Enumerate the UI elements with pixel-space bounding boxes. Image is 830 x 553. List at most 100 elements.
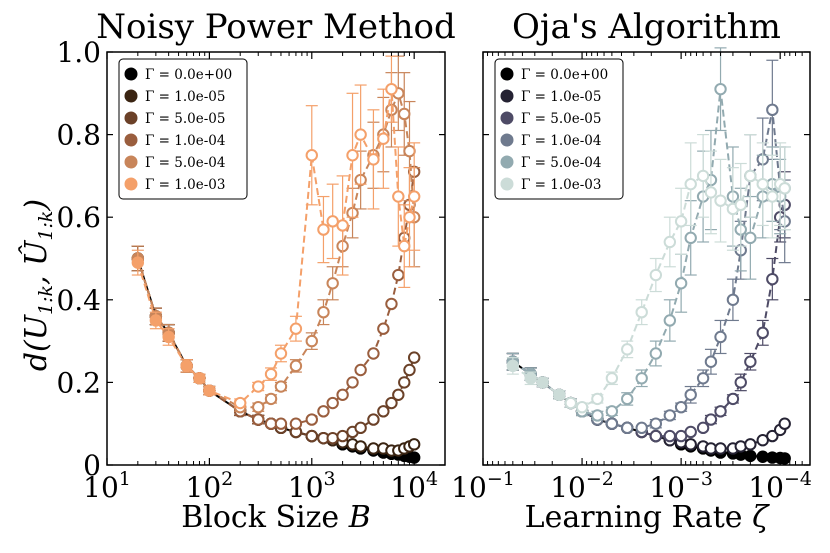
data-point: [305, 429, 318, 443]
data-point: [336, 388, 349, 401]
data-point: [305, 413, 318, 426]
legend-marker: [124, 155, 138, 169]
data-point: [162, 330, 175, 344]
legend-label: Γ = 5.0e-04: [521, 155, 601, 171]
data-point: [336, 219, 349, 232]
data-point: [649, 347, 663, 360]
data-point: [726, 293, 740, 306]
data-point: [403, 211, 416, 224]
data-point: [684, 177, 697, 191]
data-point: [203, 384, 216, 397]
data-point: [252, 400, 265, 414]
data-point: [704, 413, 718, 426]
legend-label: Γ = 0.0e+00: [521, 67, 608, 83]
legend-marker: [124, 177, 138, 191]
data-point: [744, 438, 757, 451]
data-point: [392, 268, 405, 282]
series-line: [512, 174, 786, 409]
data-point: [346, 376, 359, 389]
plot-frame: [106, 51, 446, 466]
chart-title: Oja's Algorithm: [512, 7, 781, 47]
data-point: [367, 153, 380, 166]
plot-frame: [482, 51, 811, 466]
data-point: [326, 396, 339, 410]
data-point: [536, 376, 549, 389]
y-tick-label: 0.4: [56, 284, 101, 317]
data-point: [714, 330, 727, 344]
data-point: [766, 272, 779, 286]
series-2: [506, 171, 791, 443]
y-tick-label: 0.2: [56, 366, 101, 399]
legend-marker: [124, 111, 138, 125]
y-tick-label: 0: [83, 449, 101, 482]
series-5: [506, 134, 791, 414]
data-point: [289, 417, 303, 430]
data-point: [367, 413, 380, 426]
x-tick-label: 103: [288, 468, 336, 504]
data-point: [149, 314, 163, 327]
legend-marker: [500, 111, 514, 125]
legend-label: Γ = 0.0e+00: [145, 67, 232, 83]
data-point: [663, 409, 677, 422]
data-point: [564, 396, 577, 410]
data-point: [392, 388, 405, 401]
data-point: [714, 442, 727, 455]
data-point: [726, 392, 740, 406]
y-tick-label: 0.6: [56, 201, 101, 234]
data-point: [766, 190, 779, 203]
data-point: [766, 103, 779, 117]
y-axis-label: d(U1:k, Û1:k): [18, 199, 57, 371]
data-point: [621, 392, 634, 406]
data-point: [252, 413, 265, 426]
data-point: [407, 351, 421, 364]
data-point: [714, 194, 727, 207]
x-tick-label: 10−3: [649, 468, 713, 504]
x-tick-label: 102: [186, 468, 234, 504]
data-point: [326, 215, 339, 228]
data-point: [264, 392, 278, 406]
legend-box: [118, 58, 248, 200]
data-point: [354, 363, 367, 377]
data-point: [252, 380, 265, 393]
data-point: [605, 405, 619, 418]
data-point: [591, 392, 604, 406]
data-point: [385, 82, 398, 96]
legend-label: Γ = 1.0e-05: [521, 89, 601, 105]
data-point: [367, 347, 380, 360]
data-point: [649, 268, 663, 282]
legend: Γ = 0.0e+00 Γ = 1.0e-05 Γ = 5.0e-05 Γ = 1.0…: [118, 58, 248, 200]
x-axis-label: Learning Rate ζ: [525, 500, 770, 535]
data-point: [734, 376, 747, 389]
data-point: [317, 405, 330, 418]
x-tick-label: 104: [390, 468, 438, 504]
data-point: [621, 343, 634, 356]
data-point: [180, 359, 193, 373]
legend-label: Γ = 5.0e-05: [521, 111, 601, 127]
x-tick-label: 10−1: [451, 468, 515, 504]
data-point: [264, 367, 278, 381]
series-line: [136, 89, 416, 405]
data-point: [744, 355, 757, 368]
legend-marker: [124, 133, 138, 147]
data-point: [734, 198, 747, 212]
data-point: [744, 231, 757, 245]
data-point: [193, 372, 206, 385]
legend-marker: [500, 133, 514, 147]
data-point: [663, 235, 677, 249]
data-point: [354, 128, 367, 141]
data-point: [704, 186, 718, 199]
data-point: [305, 334, 318, 348]
data-point: [354, 440, 367, 453]
x-tick-label: 10−4: [748, 468, 812, 504]
data-point: [392, 190, 405, 203]
data-point: [524, 372, 537, 385]
data-point: [621, 421, 634, 435]
y-axis-label-text: d(U1:k, Û1:k): [18, 199, 57, 371]
data-point: [553, 388, 566, 401]
data-point: [274, 380, 288, 393]
legend-marker: [124, 67, 138, 81]
data-point: [635, 372, 648, 385]
data-point: [398, 239, 411, 253]
data-point: [377, 132, 390, 145]
series-5: [131, 55, 421, 410]
